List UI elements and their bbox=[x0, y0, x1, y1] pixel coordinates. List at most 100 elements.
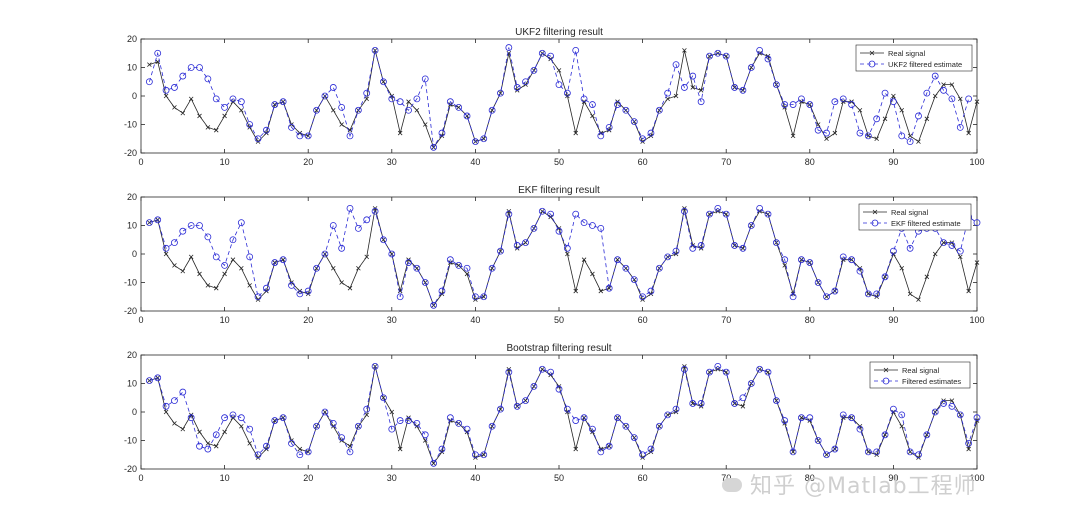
estimate-point bbox=[304, 287, 312, 295]
estimate-point bbox=[296, 290, 304, 298]
estimate-point bbox=[630, 118, 638, 126]
y-tick-label: -20 bbox=[124, 148, 137, 158]
estimate-point bbox=[890, 247, 897, 255]
estimate-point bbox=[931, 408, 939, 416]
real-point bbox=[824, 136, 829, 142]
estimate-point bbox=[145, 78, 153, 86]
estimate-point bbox=[522, 397, 529, 405]
estimate-point bbox=[179, 72, 187, 80]
estimate-point bbox=[831, 98, 839, 106]
real-point bbox=[197, 113, 202, 119]
estimate-point bbox=[890, 405, 897, 413]
estimate-series-line bbox=[149, 207, 978, 307]
x-tick-label: 100 bbox=[969, 315, 984, 325]
estimate-point bbox=[237, 98, 245, 106]
estimate-point bbox=[856, 267, 864, 275]
estimate-point bbox=[639, 293, 646, 301]
real-point bbox=[690, 401, 696, 406]
x-tick-label: 60 bbox=[638, 473, 648, 483]
real-point bbox=[322, 409, 328, 415]
real-point bbox=[556, 68, 562, 73]
estimate-point bbox=[764, 55, 772, 63]
y-tick-label: 0 bbox=[132, 91, 137, 101]
x-tick-label: 100 bbox=[969, 473, 984, 483]
estimate-point bbox=[480, 135, 488, 143]
estimate-point bbox=[212, 253, 220, 261]
real-point bbox=[481, 136, 487, 142]
estimate-point bbox=[722, 368, 730, 376]
estimate-point bbox=[831, 287, 839, 295]
estimate-point bbox=[171, 239, 178, 247]
estimate-point bbox=[480, 293, 488, 301]
real-point bbox=[974, 260, 980, 265]
real-point bbox=[581, 257, 587, 262]
estimate-point bbox=[455, 104, 463, 111]
real-point bbox=[765, 369, 771, 375]
y-tick-label: -10 bbox=[124, 120, 137, 130]
real-point bbox=[957, 254, 963, 260]
x-tick-label: 10 bbox=[220, 315, 230, 325]
real-series-line bbox=[149, 50, 978, 149]
estimate-point bbox=[204, 75, 212, 83]
real-point bbox=[916, 297, 921, 302]
estimate-point bbox=[363, 216, 371, 224]
x-tick-label: 20 bbox=[303, 157, 313, 167]
estimate-point bbox=[162, 402, 170, 410]
estimate-point bbox=[731, 400, 738, 407]
estimate-point bbox=[154, 374, 162, 382]
estimate-point bbox=[589, 101, 596, 108]
estimate-point bbox=[689, 72, 697, 80]
x-tick-label: 0 bbox=[138, 315, 143, 325]
real-point bbox=[489, 265, 495, 271]
estimate-point bbox=[655, 106, 663, 114]
x-tick-label: 50 bbox=[554, 473, 564, 483]
real-point bbox=[163, 409, 169, 415]
estimate-point bbox=[789, 101, 797, 108]
real-point bbox=[213, 127, 219, 133]
estimate-point bbox=[237, 219, 245, 227]
estimate-point bbox=[681, 207, 688, 215]
chart-title: Bootstrap filtering result bbox=[506, 343, 611, 354]
x-tick-label: 50 bbox=[554, 315, 564, 325]
real-point bbox=[339, 280, 344, 285]
real-point bbox=[481, 452, 487, 458]
real-point bbox=[882, 274, 888, 280]
estimate-point bbox=[413, 264, 421, 272]
real-point bbox=[523, 240, 528, 245]
real-point bbox=[857, 107, 863, 113]
estimate-point bbox=[647, 287, 655, 295]
estimate-point bbox=[396, 417, 404, 424]
real-point bbox=[941, 82, 946, 87]
real-point bbox=[907, 449, 913, 455]
estimate-point bbox=[388, 250, 396, 258]
estimate-point bbox=[313, 264, 320, 272]
real-point bbox=[381, 79, 386, 85]
estimate-point bbox=[906, 244, 914, 252]
estimate-point bbox=[271, 259, 279, 266]
estimate-point bbox=[864, 132, 872, 140]
estimate-point bbox=[329, 419, 337, 427]
real-point bbox=[163, 251, 169, 257]
real-point bbox=[180, 426, 186, 432]
estimate-point bbox=[388, 95, 396, 103]
real-point bbox=[974, 99, 980, 104]
estimate-point bbox=[171, 397, 178, 405]
estimate-point bbox=[798, 256, 805, 264]
estimate-point bbox=[405, 259, 412, 266]
estimate-point bbox=[421, 279, 429, 286]
real-point bbox=[790, 449, 796, 455]
real-point bbox=[147, 62, 152, 67]
estimate-point bbox=[965, 95, 973, 103]
estimate-point bbox=[547, 210, 555, 218]
estimate-point bbox=[672, 247, 680, 255]
estimate-point bbox=[313, 422, 320, 430]
real-point bbox=[498, 90, 503, 96]
real-point bbox=[431, 461, 436, 466]
estimate-point bbox=[354, 224, 362, 232]
estimate-point bbox=[589, 425, 596, 433]
estimate-point bbox=[772, 239, 780, 247]
estimate-point bbox=[731, 84, 738, 91]
estimate-point bbox=[706, 52, 713, 60]
x-tick-label: 30 bbox=[387, 473, 397, 483]
estimate-point bbox=[873, 290, 881, 298]
